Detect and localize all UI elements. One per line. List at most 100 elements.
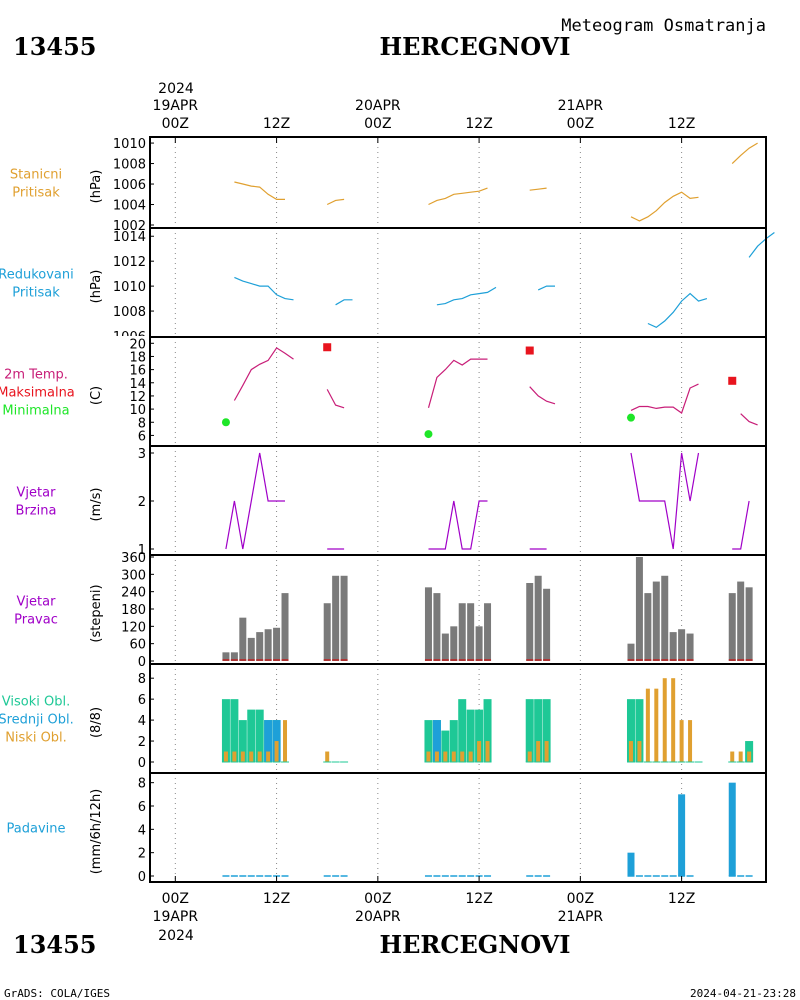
bar [484, 603, 492, 661]
bar [450, 626, 458, 661]
day-label-top: 19APR [153, 98, 199, 114]
bar-high-cloud [458, 699, 467, 762]
bar-high-cloud [466, 709, 475, 762]
bar-low-cloud [628, 741, 633, 762]
y-tick-label: 6 [138, 429, 146, 444]
panel-wind-direction: Vjetar Pravac (stepeni) 0 60 120 180 240 300 360 [14, 551, 767, 670]
bar-low-cloud [232, 751, 237, 762]
series-line [326, 389, 345, 409]
series-line [647, 292, 708, 328]
panel-label: Visoki Obl. [2, 695, 70, 710]
bar [222, 652, 230, 661]
bar [526, 583, 534, 661]
bar-low-cloud [688, 720, 693, 762]
tick-label-bottom: 12Z [263, 891, 290, 907]
bar [281, 593, 289, 661]
bar [686, 633, 694, 661]
y-tick-label: 1002 [113, 219, 146, 234]
panel-label: Stanicni [10, 168, 62, 183]
bar-low-cloud [544, 741, 549, 762]
bar-low-cloud [747, 751, 752, 762]
year-label-bottom: 2024 [158, 928, 194, 944]
unit-label: (C) [89, 386, 104, 405]
y-tick-label: 1 [138, 543, 146, 558]
bar [728, 593, 736, 661]
y-tick-label: 1012 [113, 255, 146, 270]
y-tick-label: 18 [129, 350, 146, 365]
y-tick-label: 1006 [113, 178, 146, 193]
panel-wind-speed: Vjetar Brzina (m/s) 1 2 3 [16, 445, 767, 558]
station-name-top: HERCEGNOVI [379, 32, 570, 61]
bar [441, 633, 449, 661]
bar [256, 632, 264, 661]
bar-low-cloud [662, 678, 667, 762]
bar [433, 593, 441, 661]
y-tick-label: 0 [138, 655, 146, 670]
tick-label-top: 00Z [567, 116, 594, 132]
y-tick-label: 10 [129, 403, 146, 418]
bar-high-cloud [449, 720, 458, 762]
panel-label: Padavine [7, 822, 66, 837]
series-line [537, 285, 555, 291]
unit-label: (hPa) [89, 270, 104, 304]
panel-frame [149, 136, 767, 229]
bar [635, 557, 643, 661]
y-tick-label: 2 [138, 495, 146, 510]
station-id-top: 13455 [13, 32, 97, 61]
tick-label-bottom: 12Z [668, 891, 695, 907]
day-label-bottom: 19APR [153, 909, 199, 925]
series-line [630, 452, 700, 550]
bar-low-cloud [468, 751, 473, 762]
bar [332, 575, 340, 661]
panel-label: Vjetar [17, 486, 57, 501]
bar-low-cloud [426, 751, 431, 762]
bar [458, 603, 466, 661]
min-temp-marker [424, 430, 433, 439]
y-tick-label: 1014 [113, 230, 146, 245]
panel-label: Pravac [14, 613, 58, 628]
bar [669, 632, 677, 661]
station-name-bottom: HERCEGNOVI [379, 930, 570, 959]
y-tick-label: 240 [121, 586, 146, 601]
panel-precip: Padavine (mm/6h/12h) 0 2 4 6 8 [7, 772, 767, 885]
tick-label-top: 12Z [668, 116, 695, 132]
bar [340, 575, 348, 661]
series-line [335, 299, 353, 306]
y-tick-label: 60 [129, 638, 146, 653]
bar [239, 617, 247, 661]
bar-low-cloud [730, 751, 735, 762]
bar-low-cloud [645, 688, 650, 762]
bar-mid-cloud [264, 720, 273, 762]
y-tick-label: 8 [138, 672, 146, 687]
credit-text: GrADS: COLA/IGES [4, 987, 110, 1000]
tick-label-top: 12Z [263, 116, 290, 132]
panel-station-pressure: Stanicni Pritisak (hPa) 1002 1004 1006 1008 101… [10, 136, 767, 234]
day-label-top: 20APR [355, 98, 401, 114]
y-tick-label: 3 [138, 447, 146, 462]
panel-label: Maksimalna [0, 386, 75, 401]
panel-label: Minimalna [2, 404, 69, 419]
bar-low-cloud [637, 741, 642, 762]
bar-low-cloud [536, 741, 541, 762]
bar-low-cloud [738, 751, 743, 762]
unit-label: (8/8) [89, 707, 104, 738]
bar [678, 794, 686, 876]
bar-low-cloud [434, 751, 439, 762]
bar-low-cloud [240, 751, 245, 762]
bar-low-cloud [257, 751, 262, 762]
unit-label: (hPa) [89, 170, 104, 204]
bar [543, 588, 551, 661]
y-tick-label-clipped: 1006 [113, 330, 146, 345]
bar [264, 629, 272, 661]
y-tick-label: 1010 [113, 280, 146, 295]
bar-low-cloud [274, 741, 279, 762]
day-label-bottom: 20APR [355, 909, 401, 925]
series-line [436, 286, 497, 306]
y-tick-label: 300 [121, 568, 146, 583]
bar-high-cloud [424, 720, 433, 762]
panel-label: Vjetar [17, 595, 57, 610]
y-tick-label: 8 [138, 777, 146, 792]
bar [475, 626, 483, 661]
bar-high-cloud [534, 699, 543, 762]
